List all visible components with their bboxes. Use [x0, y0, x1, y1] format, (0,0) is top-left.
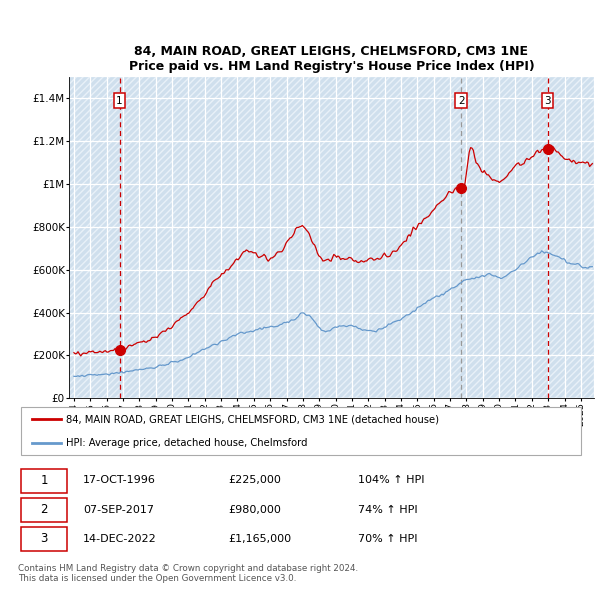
Text: HPI: Average price, detached house, Chelmsford: HPI: Average price, detached house, Chel…	[66, 438, 308, 448]
FancyBboxPatch shape	[21, 498, 67, 522]
Text: 1: 1	[116, 96, 123, 106]
Text: 2: 2	[40, 503, 48, 516]
Text: £225,000: £225,000	[228, 476, 281, 486]
Text: 07-SEP-2017: 07-SEP-2017	[83, 504, 154, 514]
FancyBboxPatch shape	[21, 408, 581, 455]
Text: 74% ↑ HPI: 74% ↑ HPI	[358, 504, 418, 514]
Text: 3: 3	[544, 96, 551, 106]
Text: Contains HM Land Registry data © Crown copyright and database right 2024.
This d: Contains HM Land Registry data © Crown c…	[18, 563, 358, 583]
Text: 14-DEC-2022: 14-DEC-2022	[83, 534, 157, 544]
Text: 17-OCT-1996: 17-OCT-1996	[83, 476, 156, 486]
Text: 84, MAIN ROAD, GREAT LEIGHS, CHELMSFORD, CM3 1NE (detached house): 84, MAIN ROAD, GREAT LEIGHS, CHELMSFORD,…	[66, 414, 439, 424]
Text: 3: 3	[40, 532, 48, 545]
Text: 1: 1	[40, 474, 48, 487]
Text: 70% ↑ HPI: 70% ↑ HPI	[358, 534, 418, 544]
Text: 2: 2	[458, 96, 464, 106]
Text: 104% ↑ HPI: 104% ↑ HPI	[358, 476, 425, 486]
FancyBboxPatch shape	[21, 469, 67, 493]
FancyBboxPatch shape	[21, 527, 67, 551]
Text: £1,165,000: £1,165,000	[228, 534, 291, 544]
Text: £980,000: £980,000	[228, 504, 281, 514]
Title: 84, MAIN ROAD, GREAT LEIGHS, CHELMSFORD, CM3 1NE
Price paid vs. HM Land Registry: 84, MAIN ROAD, GREAT LEIGHS, CHELMSFORD,…	[128, 45, 535, 73]
